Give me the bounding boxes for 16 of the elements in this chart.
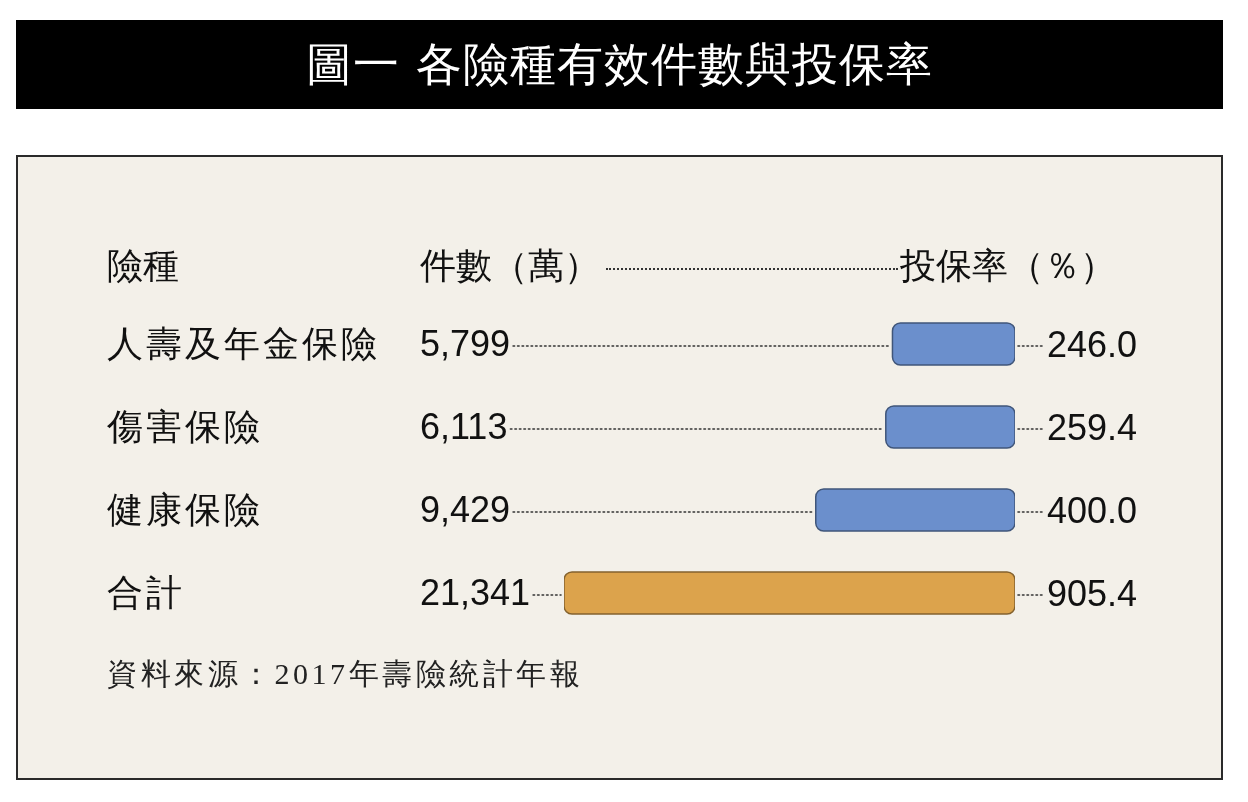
bar	[564, 571, 1015, 615]
data-label: 905.4	[1047, 572, 1138, 614]
y-tick-label: 傷害保險	[106, 406, 263, 447]
data-label: 259.4	[1047, 406, 1138, 448]
y-tick-label: 合計	[107, 572, 185, 613]
y-tick-label: 人壽及年金保險	[107, 323, 380, 364]
source-note: 資料來源：2017年壽險統計年報	[107, 656, 583, 692]
chart-title: 圖一 各險種有效件數與投保率	[16, 20, 1223, 109]
y-axis-title: 險種	[107, 244, 179, 288]
bar	[885, 405, 1015, 449]
data-label: 400.0	[1047, 489, 1138, 531]
bar	[815, 488, 1015, 532]
y-tick-label: 健康保險	[107, 489, 263, 530]
data-label: 246.0	[1047, 323, 1138, 365]
series-label: 投保率（％）	[900, 244, 1116, 288]
bar	[891, 322, 1015, 366]
